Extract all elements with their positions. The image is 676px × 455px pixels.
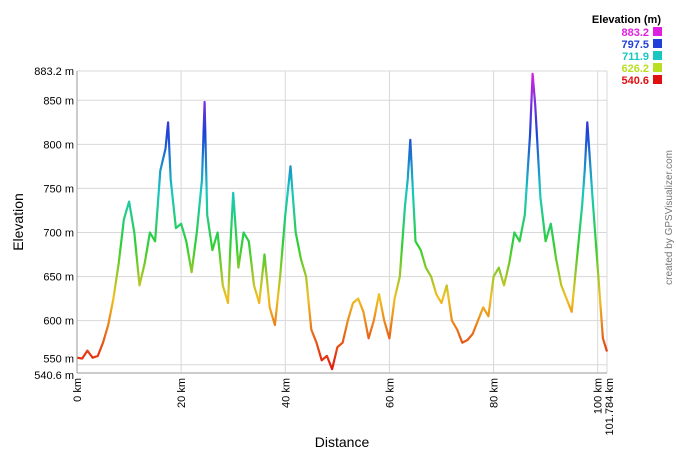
x-tick-label: 20 km bbox=[176, 378, 188, 408]
legend-entry-label: 883.2 bbox=[621, 27, 649, 39]
legend-entry-label: 797.5 bbox=[621, 39, 649, 51]
y-tick-label: 600 m bbox=[43, 316, 74, 328]
y-tick-label: 883.2 m bbox=[34, 66, 74, 78]
legend-entry-label: 711.9 bbox=[622, 51, 649, 63]
legend-entry-swatch bbox=[653, 63, 662, 72]
x-tick-label: 101.784 km bbox=[604, 378, 616, 435]
y-axis-title: Elevation bbox=[10, 193, 26, 251]
legend-entry-swatch bbox=[653, 39, 662, 48]
y-tick-label: 700 m bbox=[43, 227, 74, 239]
legend-entry-label: 626.2 bbox=[621, 63, 649, 75]
x-tick-label: 60 km bbox=[384, 378, 396, 408]
y-tick-label: 540.6 m bbox=[34, 370, 74, 382]
y-tick-label: 850 m bbox=[43, 95, 74, 107]
x-tick-label: 80 km bbox=[489, 378, 501, 408]
y-tick-label: 650 m bbox=[43, 272, 74, 284]
legend-entry-swatch bbox=[653, 27, 662, 36]
legend-title: Elevation (m) bbox=[592, 14, 661, 26]
x-tick-label: 40 km bbox=[280, 378, 292, 408]
elevation-series-line bbox=[76, 72, 609, 371]
credit-text: created by GPSVisualizer.com bbox=[664, 150, 675, 285]
legend-entry-swatch bbox=[653, 51, 662, 60]
grid-lines bbox=[76, 70, 608, 374]
x-axis-labels: 0 km 20 km 40 km 60 km 80 km 100 km 101.784 km bbox=[72, 378, 616, 435]
x-tick-label: 100 km bbox=[593, 378, 605, 414]
legend-entry-label: 540.6 bbox=[621, 75, 649, 87]
y-tick-label: 750 m bbox=[43, 183, 74, 195]
y-tick-label: 550 m bbox=[43, 354, 74, 366]
x-tick-label: 0 km bbox=[72, 378, 84, 402]
y-tick-label: 800 m bbox=[43, 139, 74, 151]
y-axis-labels: 540.6 m 550 m 600 m 650 m 700 m 750 m 800 m 850… bbox=[34, 66, 74, 382]
x-axis-title: Distance bbox=[315, 434, 370, 450]
legend-entry-swatch bbox=[653, 75, 662, 84]
